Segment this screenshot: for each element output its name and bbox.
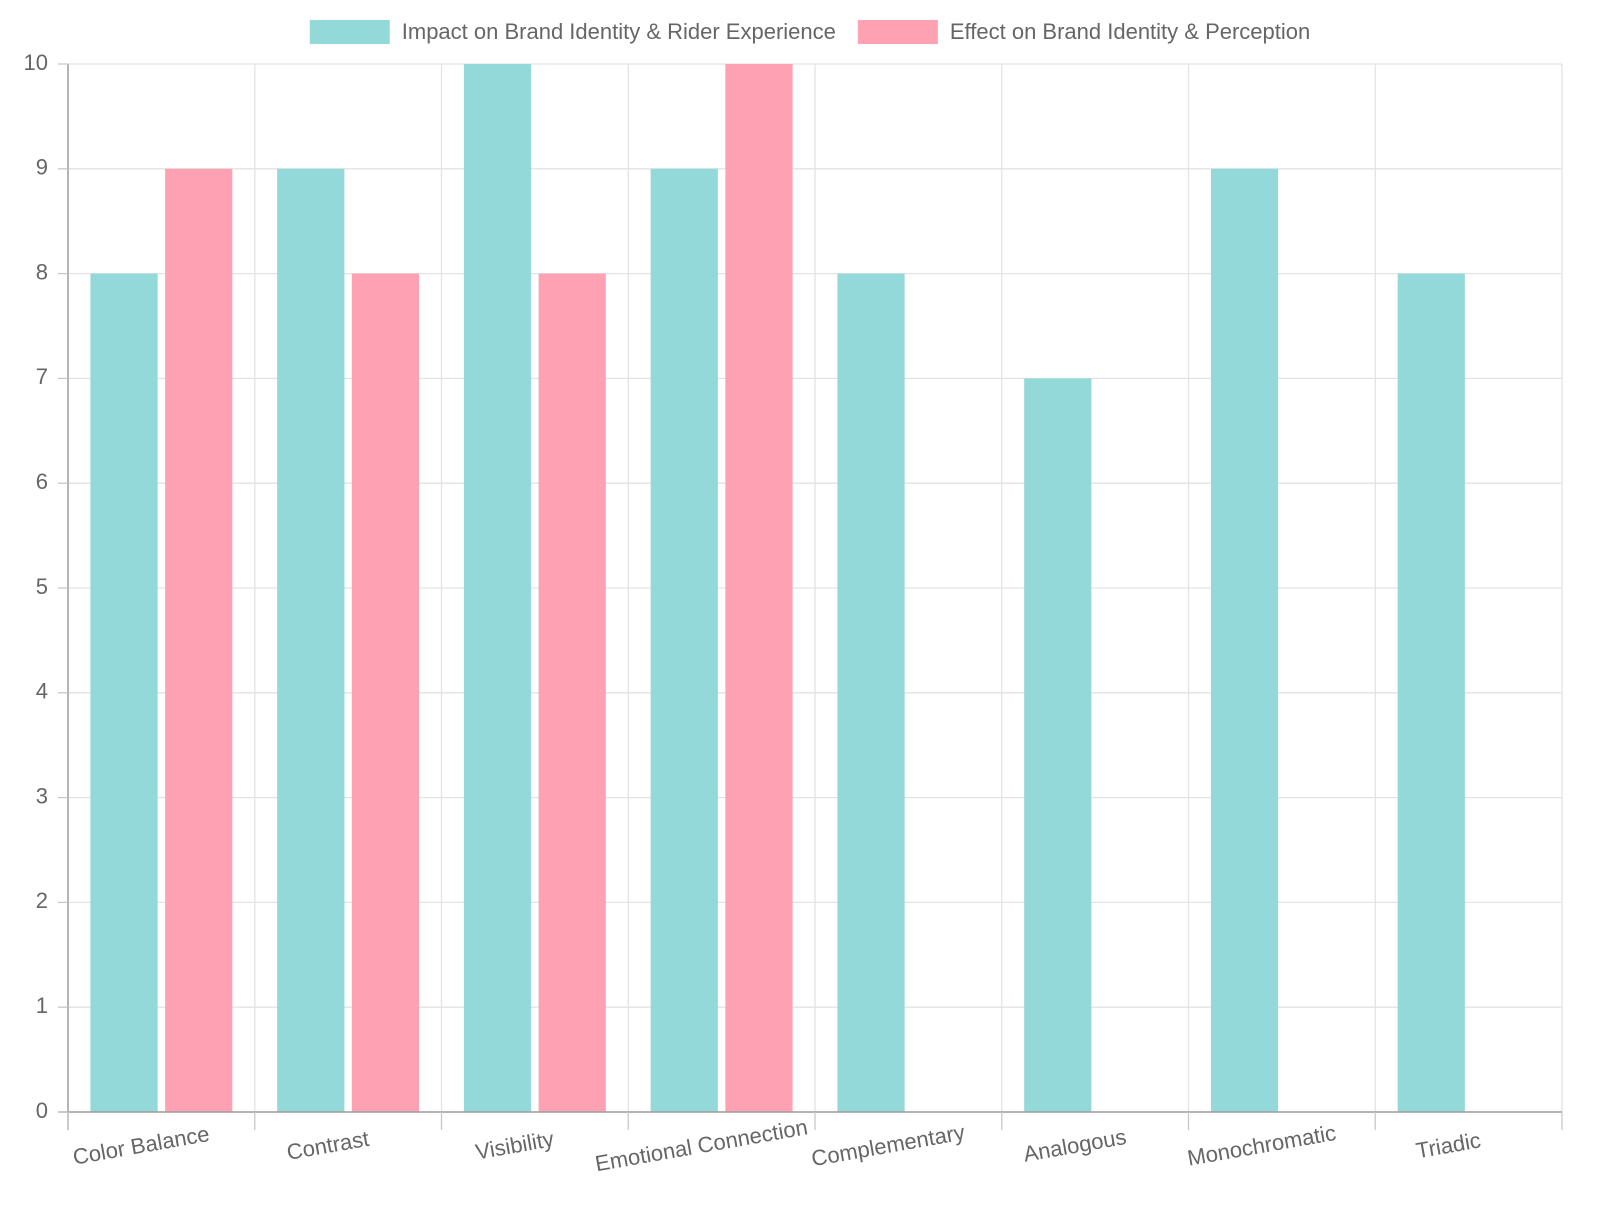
bar-1-complementary (837, 273, 905, 1113)
bar-1-emotional-connection (650, 168, 718, 1113)
y-tick-label: 10 (24, 50, 48, 75)
y-axis-tick-labels: 0 1 2 3 4 5 6 7 8 9 10 (24, 50, 48, 1123)
bar-2-contrast (351, 273, 420, 1113)
legend-label: Effect on Brand Identity & Perception (950, 19, 1310, 44)
legend-label: Impact on Brand Identity & Rider Experie… (402, 19, 836, 44)
bars (90, 64, 1465, 1113)
y-tick-label: 6 (36, 469, 48, 494)
legend-item[interactable]: Impact on Brand Identity & Rider Experie… (309, 19, 836, 44)
bar-1-triadic (1397, 273, 1465, 1113)
x-tick-label: Analogous (1021, 1124, 1128, 1167)
x-tick-label: Color Balance (71, 1121, 211, 1170)
bar-2-emotional-connection (725, 64, 793, 1112)
bar-1-contrast (277, 168, 345, 1113)
axes (58, 63, 1563, 1130)
legend-swatch (857, 20, 938, 44)
legend: Impact on Brand Identity & Rider Experie… (309, 19, 1310, 44)
y-tick-label: 5 (36, 574, 48, 599)
y-tick-label: 9 (36, 155, 48, 180)
y-tick-label: 2 (36, 888, 48, 913)
x-tick-label: Complementary (809, 1120, 966, 1172)
y-tick-label: 3 (36, 783, 48, 808)
x-tick-label: Emotional Connection (593, 1114, 809, 1176)
legend-item[interactable]: Effect on Brand Identity & Perception (857, 19, 1310, 44)
x-axis-tick-labels: Color Balance Contrast Visibility Emotional… (71, 1114, 1483, 1176)
bar-1-analogous (1024, 378, 1092, 1112)
bar-1-monochromatic (1210, 168, 1279, 1113)
x-tick-label: Visibility (473, 1126, 555, 1164)
y-tick-label: 1 (36, 993, 48, 1018)
bar-2-visibility (538, 273, 606, 1113)
x-tick-label: Monochromatic (1185, 1120, 1337, 1171)
y-tick-label: 4 (36, 679, 48, 704)
x-tick-label: Contrast (285, 1126, 371, 1165)
x-tick-label: Triadic (1414, 1127, 1483, 1163)
bar-1-color-balance (90, 273, 158, 1113)
y-tick-label: 8 (36, 259, 48, 284)
bar-2-color-balance (165, 168, 233, 1113)
legend-swatch (309, 20, 390, 44)
bar-1-visibility (463, 64, 532, 1112)
y-tick-label: 7 (36, 364, 48, 389)
y-tick-label: 0 (36, 1098, 48, 1123)
